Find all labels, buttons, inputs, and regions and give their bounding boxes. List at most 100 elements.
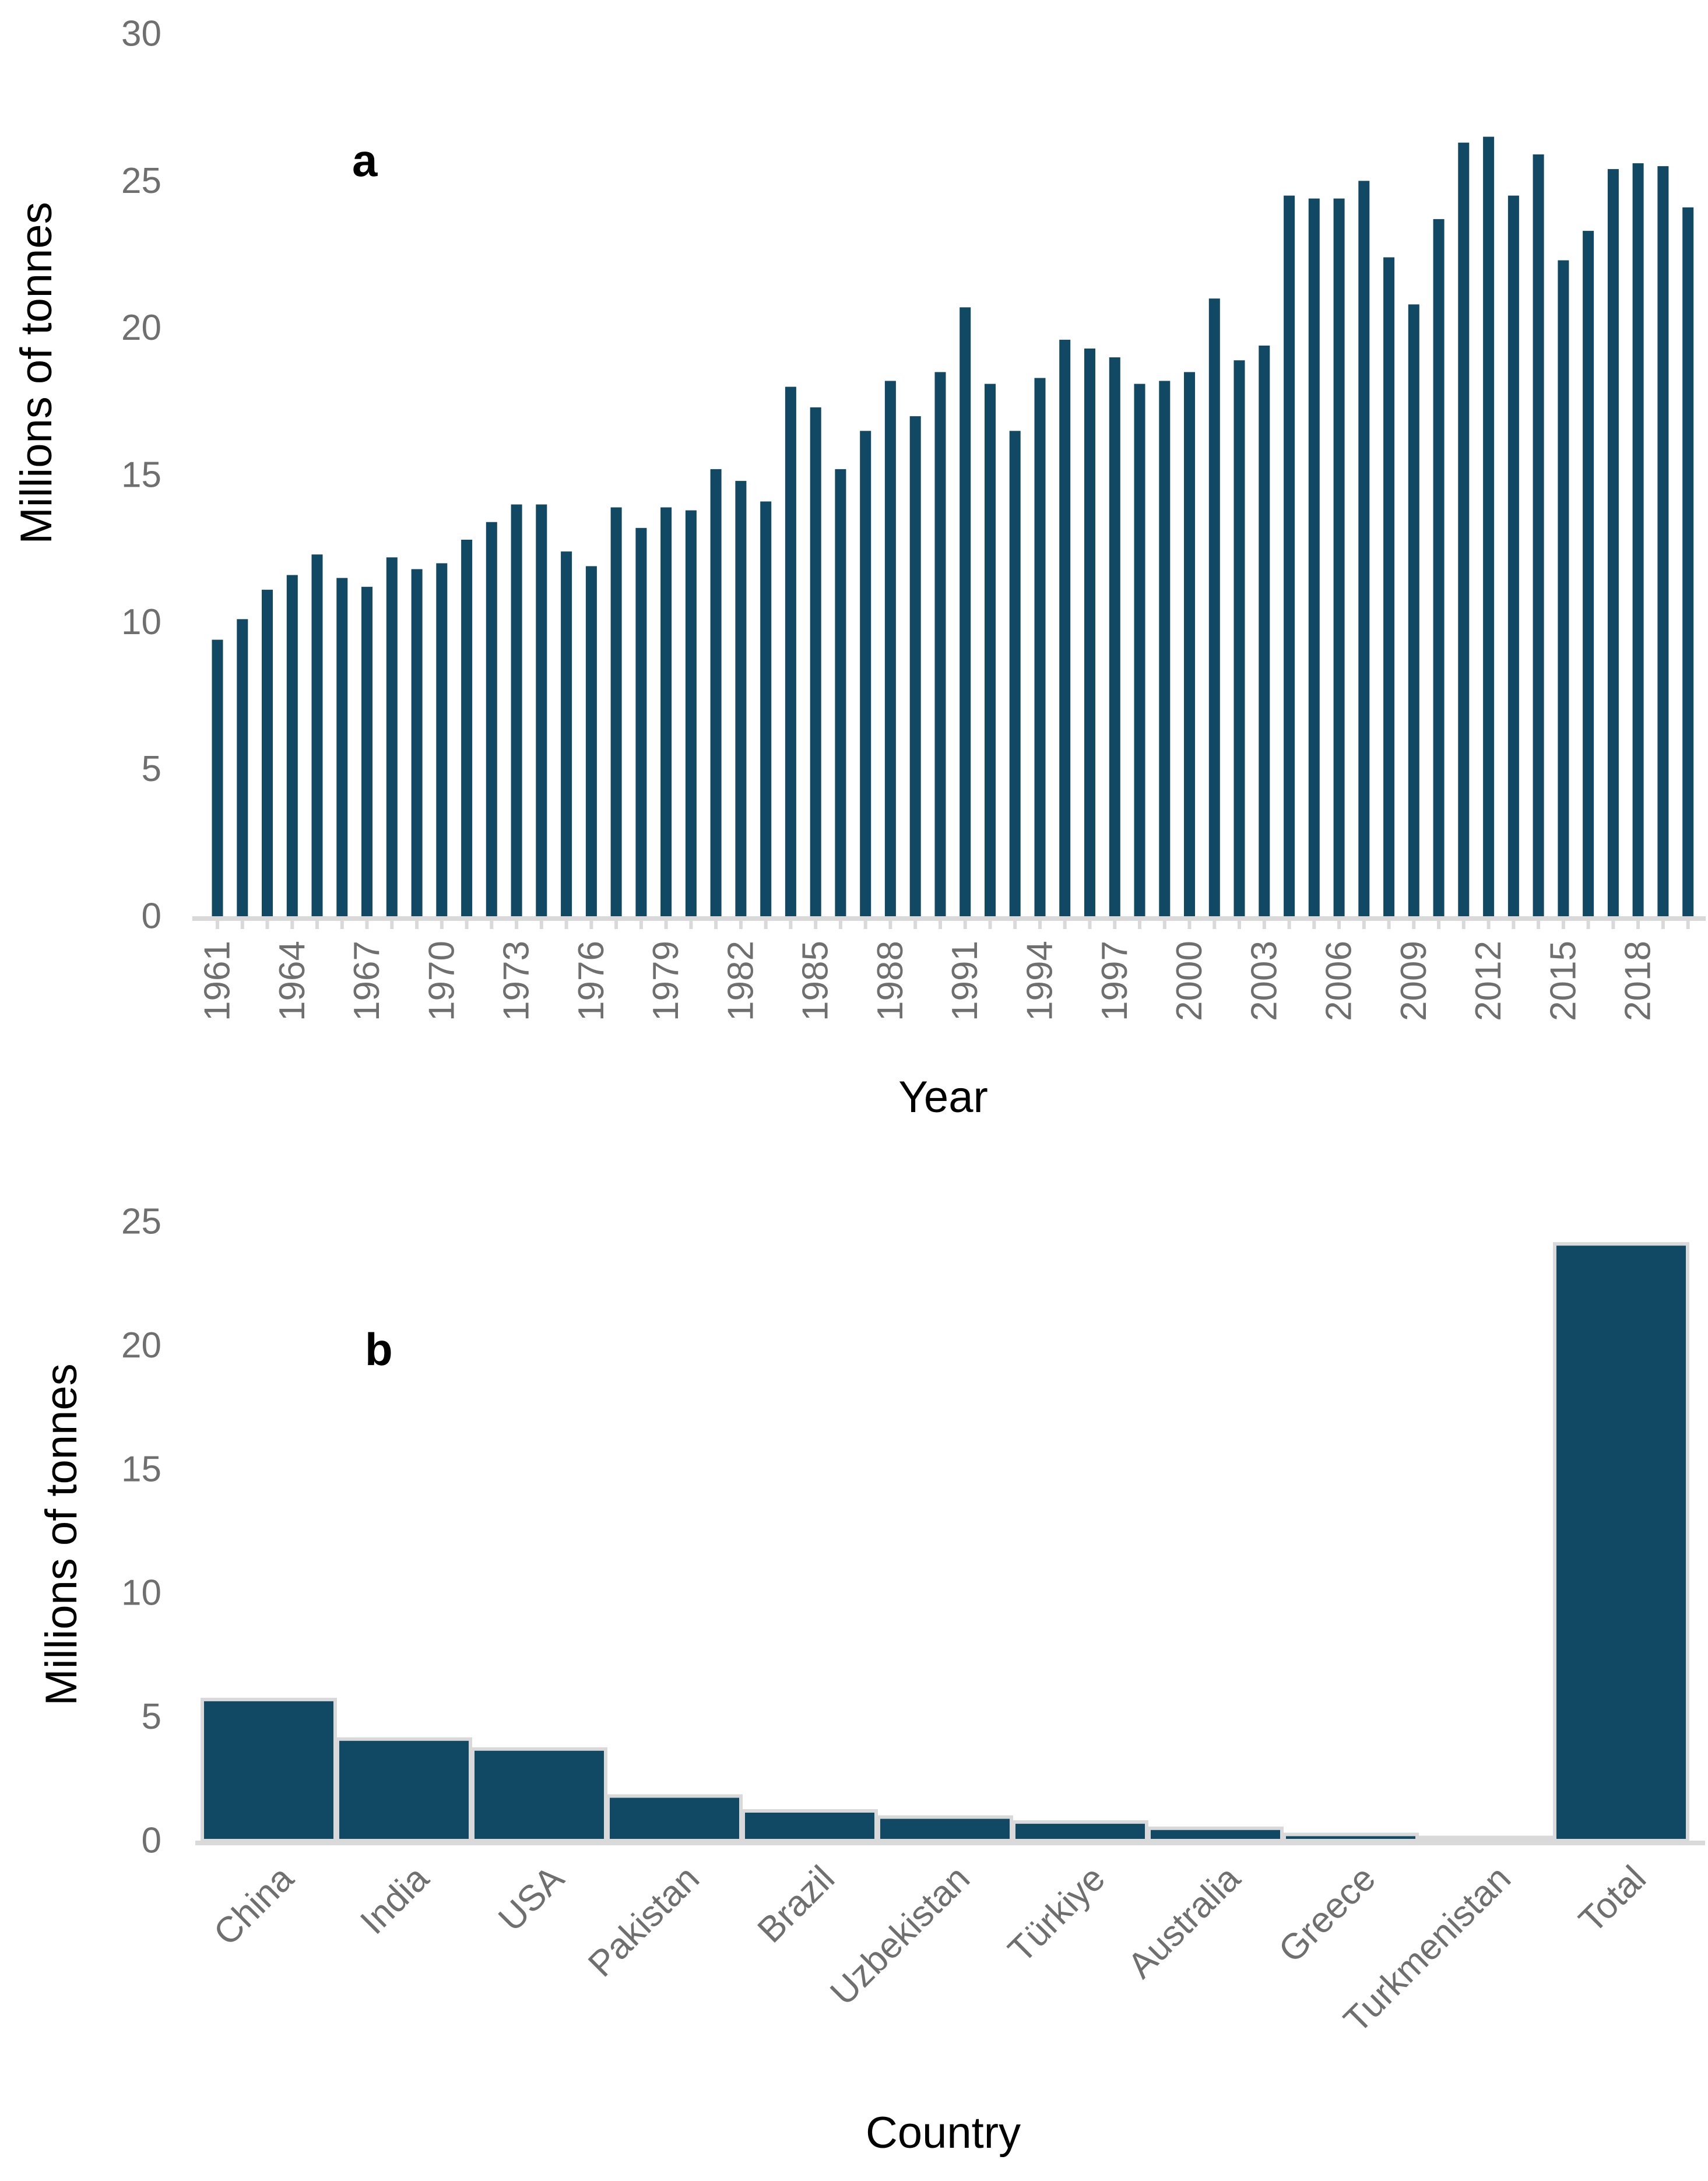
x-tick-label: China xyxy=(206,1858,302,1954)
x-axis-title-a: Year xyxy=(898,1072,988,1122)
panel-a-label: a xyxy=(352,135,378,186)
x-tick-mark xyxy=(1088,921,1092,929)
x-tick-mark xyxy=(1561,921,1565,929)
y-tick-label: 15 xyxy=(121,455,161,495)
x-tick-mark xyxy=(490,921,494,929)
bar-1966 xyxy=(336,578,348,916)
y-tick-label: 20 xyxy=(121,308,161,348)
x-tick-label: 2015 xyxy=(1543,941,1583,1021)
x-tick-label: 1961 xyxy=(198,941,238,1021)
bar-2000 xyxy=(1184,372,1195,916)
x-tick-mark xyxy=(664,921,668,929)
x-tick-mark xyxy=(1461,921,1465,929)
y-tick-label: 0 xyxy=(142,1821,161,1861)
bar-2008 xyxy=(1383,257,1395,916)
y-tick-label: 5 xyxy=(142,1697,161,1737)
bar-1995 xyxy=(1059,339,1071,916)
x-tick-mark xyxy=(1537,921,1541,929)
bar-1977 xyxy=(610,507,622,916)
x-tick-label: Uzbekistan xyxy=(823,1858,978,2013)
x-tick-label: 2018 xyxy=(1618,941,1658,1021)
x-tick-mark xyxy=(440,921,444,929)
bar-1964 xyxy=(286,575,298,916)
x-tick-mark xyxy=(739,921,743,929)
x-tick-mark xyxy=(1187,921,1192,929)
x-tick-mark xyxy=(1337,921,1341,929)
x-tick-mark xyxy=(340,921,344,929)
bar-1985 xyxy=(810,407,821,916)
x-tick-mark xyxy=(1412,921,1416,929)
bar-1986 xyxy=(835,469,846,916)
bars-a xyxy=(212,136,1694,917)
x-tick-mark xyxy=(315,921,319,929)
bar-1988 xyxy=(884,381,896,916)
x-tick-mark xyxy=(1661,921,1665,929)
x-tick-mark xyxy=(764,921,768,929)
bar-1976 xyxy=(585,566,597,916)
x-tick-label: Australia xyxy=(1120,1858,1249,1986)
bar-1992 xyxy=(985,384,996,916)
bar-1969 xyxy=(411,569,423,916)
x-tick-label: India xyxy=(353,1858,437,1942)
y-tick-label: 20 xyxy=(121,1325,161,1366)
bar-2011 xyxy=(1458,142,1470,917)
x-tick-mark xyxy=(1437,921,1441,929)
bar-2020 xyxy=(1682,207,1694,916)
bars-b xyxy=(201,1242,1689,1843)
x-tick-mark xyxy=(1611,921,1615,929)
bar-2018 xyxy=(1632,163,1644,917)
bar-Total xyxy=(1553,1242,1689,1842)
x-tick-label: 2006 xyxy=(1319,941,1359,1021)
bar-1980 xyxy=(685,510,697,916)
bar-1967 xyxy=(361,586,372,916)
x-tick-mark xyxy=(539,921,543,929)
x-tick-mark xyxy=(863,921,867,929)
bar-chart-panel-a: 0 5 10 15 20 25 30 1961 1964 1967 1970 1973 1976 197… xyxy=(12,14,1706,1122)
bar-1970 xyxy=(436,563,448,916)
x-tick-mark xyxy=(1586,921,1590,929)
bar-Brazil xyxy=(741,1809,878,1842)
bar-Pakistan xyxy=(606,1794,743,1842)
bar-chart-panel-b: 0 5 10 15 20 25 China India USA Pakistan BrazilUz… xyxy=(37,1202,1705,2158)
x-tick-mark xyxy=(1063,921,1067,929)
bar-2017 xyxy=(1607,169,1619,917)
x-tick-label: Türkiye xyxy=(1000,1858,1113,1971)
bar-1972 xyxy=(486,522,497,916)
x-tick-label: Greece xyxy=(1271,1858,1383,1971)
x-tick-mark xyxy=(614,921,618,929)
bar-2001 xyxy=(1208,298,1220,917)
bar-1962 xyxy=(237,619,248,916)
x-tick-label: 2000 xyxy=(1169,941,1210,1021)
bar-1994 xyxy=(1034,378,1046,916)
bar-1983 xyxy=(760,501,772,916)
x-tick-mark xyxy=(1362,921,1366,929)
bar-1996 xyxy=(1084,349,1095,916)
y-tick-label: 15 xyxy=(121,1449,161,1489)
x-tick-label: Brazil xyxy=(750,1858,842,1950)
y-tick-label: 10 xyxy=(121,1573,161,1613)
x-tick-mark xyxy=(1213,921,1217,929)
x-tick-mark xyxy=(240,921,244,929)
x-tick-label: Pakistan xyxy=(581,1858,707,1985)
x-tick-mark xyxy=(988,921,992,929)
bar-Australia xyxy=(1147,1826,1284,1843)
x-tick-mark xyxy=(913,921,918,929)
x-tick-mark xyxy=(888,921,892,929)
x-axis-title-b: Country xyxy=(866,2108,1021,2158)
bar-2003 xyxy=(1259,345,1270,916)
x-tick-mark xyxy=(1162,921,1166,929)
bar-1973 xyxy=(511,504,522,916)
bar-1968 xyxy=(386,557,398,916)
bar-Türkiye xyxy=(1012,1820,1148,1842)
bar-2014 xyxy=(1533,154,1544,916)
x-tick-mark xyxy=(290,921,294,929)
bar-1993 xyxy=(1009,431,1021,916)
x-tick-mark xyxy=(1387,921,1391,929)
y-axis-a: 0 5 10 15 20 25 30 xyxy=(121,14,161,937)
bar-2013 xyxy=(1507,195,1519,917)
x-tick-mark xyxy=(265,921,269,929)
bar-2009 xyxy=(1408,304,1419,916)
x-tick-mark xyxy=(1486,921,1491,929)
bar-1975 xyxy=(561,551,572,916)
bar-2012 xyxy=(1483,136,1495,917)
